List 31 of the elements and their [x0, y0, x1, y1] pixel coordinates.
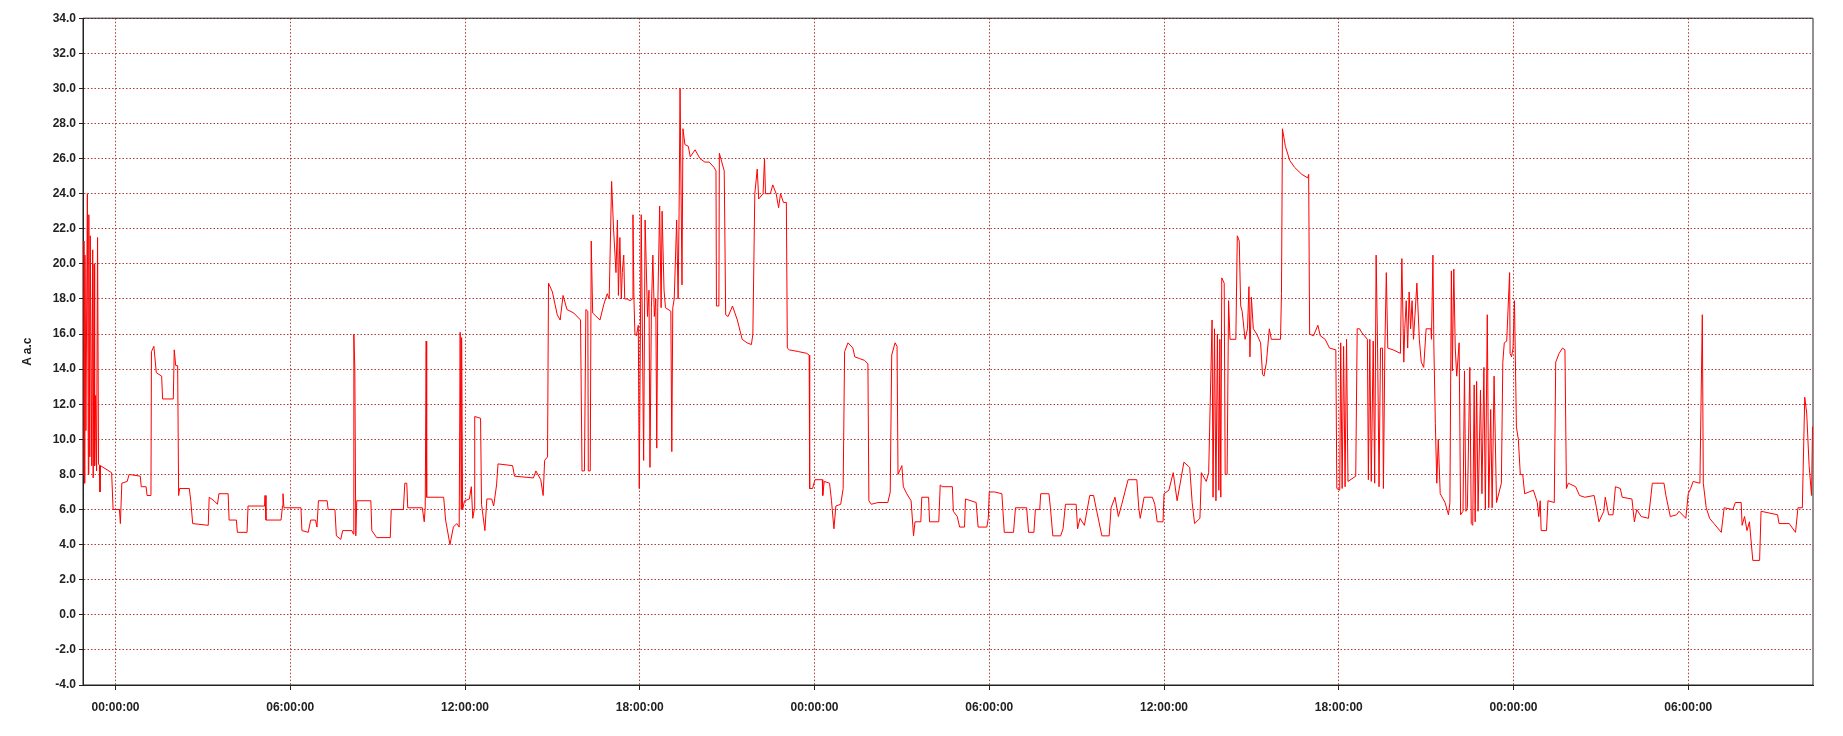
y-tick-label: 18.0 — [52, 291, 77, 306]
y-tick-label: 26.0 — [52, 150, 77, 165]
x-tick-label: 06:00:00 — [965, 699, 1014, 714]
x-tick-label: 06:00:00 — [266, 699, 315, 714]
x-tick-label: 00:00:00 — [91, 699, 140, 714]
x-tick-label: 06:00:00 — [1664, 699, 1713, 714]
y-tick-label: 30.0 — [52, 80, 77, 95]
y-tick-label: 34.0 — [52, 10, 77, 25]
y-tick-label: 28.0 — [52, 115, 77, 130]
y-tick-label: 24.0 — [52, 185, 77, 200]
y-tick-label: 10.0 — [52, 431, 77, 446]
x-tick-label: 12:00:00 — [440, 699, 490, 714]
y-tick-label: 16.0 — [52, 326, 77, 341]
x-tick-label: 12:00:00 — [1139, 699, 1189, 714]
y-tick-label: 8.0 — [59, 466, 77, 481]
x-tick-label: 18:00:00 — [615, 699, 665, 714]
x-tick-label: 18:00:00 — [1314, 699, 1364, 714]
y-axis-title: A a.c — [19, 337, 34, 366]
y-tick-label: 22.0 — [52, 221, 77, 236]
y-tick-label: 32.0 — [52, 45, 77, 60]
y-tick-label: 2.0 — [59, 572, 77, 587]
y-tick-label: 12.0 — [52, 396, 77, 411]
y-tick-label: 14.0 — [52, 361, 77, 376]
y-tick-label: 0.0 — [59, 607, 77, 622]
y-tick-label: -4.0 — [55, 677, 77, 692]
x-tick-label: 00:00:00 — [790, 699, 839, 714]
y-tick-label: -2.0 — [55, 642, 77, 657]
y-tick-label: 6.0 — [59, 501, 77, 516]
x-tick-label: 00:00:00 — [1489, 699, 1538, 714]
y-tick-label: 20.0 — [52, 256, 77, 271]
y-tick-label: 4.0 — [59, 536, 77, 551]
